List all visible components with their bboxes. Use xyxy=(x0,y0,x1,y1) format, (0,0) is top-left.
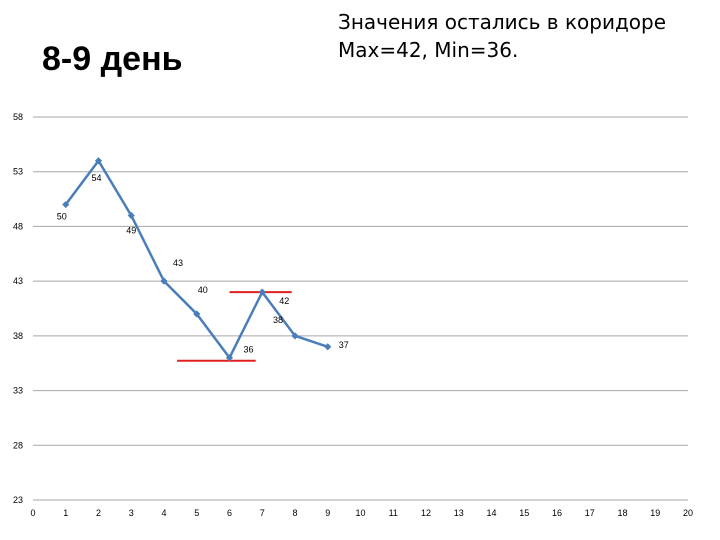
gridlines xyxy=(33,116,688,501)
data-point xyxy=(160,277,168,285)
note-line-2: Max=42, Min=36. xyxy=(338,38,519,62)
x-tick-label: 11 xyxy=(389,508,398,518)
annotation-note: Значения остались в коридоре Max=42, Min… xyxy=(338,8,666,64)
note-line-1: Значения остались в коридоре xyxy=(338,10,667,34)
y-tick-label: 58 xyxy=(13,112,23,122)
x-tick-label: 7 xyxy=(260,508,265,518)
x-tick-label: 4 xyxy=(161,508,166,518)
x-tick-label: 19 xyxy=(650,508,660,518)
data-label: 43 xyxy=(173,258,183,268)
data-label: 37 xyxy=(339,340,349,350)
x-tick-label: 2 xyxy=(96,508,101,518)
x-tick-label: 20 xyxy=(683,508,693,518)
data-label: 54 xyxy=(91,173,101,183)
series-line xyxy=(64,158,329,361)
y-tick-label: 48 xyxy=(13,221,23,231)
x-tick-label: 17 xyxy=(585,508,595,518)
data-label: 38 xyxy=(273,315,283,325)
series-polyline xyxy=(64,158,329,361)
y-tick-label: 33 xyxy=(13,386,23,396)
data-label: 40 xyxy=(198,285,208,295)
x-tick-label: 15 xyxy=(519,508,529,518)
data-label: 49 xyxy=(126,225,136,235)
data-label: 50 xyxy=(57,212,67,222)
data-point xyxy=(62,200,70,209)
x-tick-label: 0 xyxy=(30,508,35,518)
x-tick-label: 14 xyxy=(486,508,496,518)
x-tick-label: 3 xyxy=(129,508,134,518)
data-point xyxy=(258,288,266,296)
x-tick-label: 6 xyxy=(227,508,232,518)
y-tick-label: 53 xyxy=(13,167,23,177)
y-tick-label: 28 xyxy=(13,440,23,450)
y-tick-label: 43 xyxy=(13,276,23,286)
data-label: 42 xyxy=(279,296,289,306)
data-point xyxy=(291,332,299,340)
data-point xyxy=(225,354,234,362)
y-tick-label: 23 xyxy=(13,495,23,505)
slide-title: 8-9 день xyxy=(42,40,183,78)
y-tick-label: 38 xyxy=(13,331,23,341)
x-tick-label: 5 xyxy=(194,508,199,518)
x-axis-ticks: 0 1 2 3 4 5 6 7 8 9 10 11 12 13 14 15 16 17 18 19 20 xyxy=(30,508,693,518)
x-tick-label: 16 xyxy=(552,508,562,518)
data-point xyxy=(94,157,103,165)
x-tick-label: 18 xyxy=(617,508,627,518)
data-point xyxy=(127,211,135,220)
data-point xyxy=(324,343,332,351)
x-tick-label: 13 xyxy=(454,508,464,518)
data-point xyxy=(193,310,201,318)
x-tick-label: 9 xyxy=(325,508,330,518)
x-tick-label: 8 xyxy=(292,508,297,518)
x-tick-label: 12 xyxy=(421,508,431,518)
x-tick-label: 10 xyxy=(355,508,365,518)
y-axis-ticks: 58 53 48 43 38 33 28 23 xyxy=(13,112,23,505)
data-label: 36 xyxy=(243,345,253,355)
x-tick-label: 1 xyxy=(63,508,68,518)
data-labels: 50 54 49 43 40 36 42 38 37 xyxy=(57,173,349,355)
data-points xyxy=(62,157,332,362)
